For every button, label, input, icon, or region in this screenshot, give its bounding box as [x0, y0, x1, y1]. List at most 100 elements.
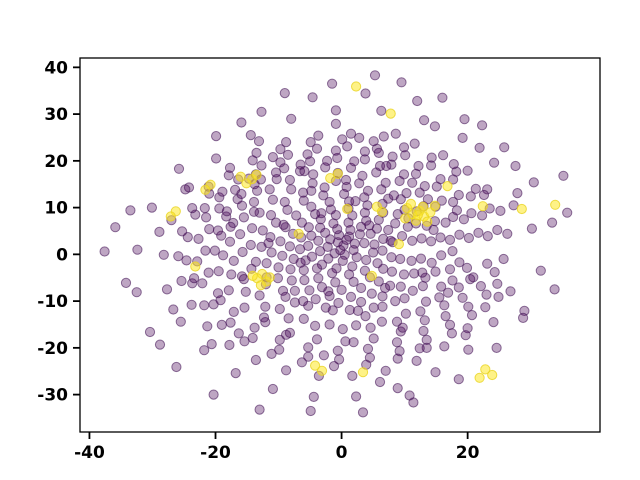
scatter-point: [437, 92, 448, 103]
scatter-point: [465, 191, 476, 202]
scatter-point: [473, 227, 484, 238]
scatter-point: [125, 205, 136, 216]
scatter-point: [470, 183, 481, 194]
scatter-point: [319, 182, 330, 193]
scatter-point: [235, 171, 246, 182]
scatter-point: [434, 292, 445, 303]
scatter-point: [186, 299, 197, 310]
scatter-point: [376, 316, 387, 327]
scatter-point: [397, 322, 408, 333]
scatter-point: [436, 195, 447, 206]
scatter-point: [302, 149, 313, 160]
scatter-point: [120, 277, 132, 288]
scatter-point: [263, 238, 274, 249]
scatter-point: [419, 115, 430, 126]
scatter-point: [177, 226, 188, 237]
scatter-point: [255, 280, 266, 291]
scatter-point: [267, 383, 278, 395]
scatter-point: [266, 348, 277, 359]
scatter-point: [223, 285, 234, 296]
scatter-point: [406, 255, 417, 266]
scatter-point: [460, 330, 471, 341]
scatter-point: [349, 156, 360, 167]
scatter-point: [173, 163, 185, 174]
scatter-point: [335, 245, 346, 256]
scatter-point: [261, 258, 272, 269]
scatter-point: [378, 233, 389, 244]
scatter-point: [478, 189, 490, 201]
y-tick-label: -20: [37, 339, 68, 359]
scatter-point: [224, 236, 236, 247]
scatter-point: [366, 288, 377, 299]
y-tick-label: 40: [44, 58, 68, 78]
scatter-point: [330, 118, 341, 130]
scatter-point: [419, 181, 430, 192]
scatter-point: [327, 268, 338, 279]
scatter-point: [318, 350, 329, 361]
scatter-point: [508, 200, 519, 211]
scatter-point: [218, 250, 229, 261]
scatter-point: [165, 211, 176, 222]
scatter-point: [281, 137, 292, 148]
scatter-point: [404, 390, 415, 401]
scatter-point: [400, 308, 411, 319]
scatter-point: [187, 203, 198, 214]
scatter-point: [250, 354, 261, 366]
scatter-point: [435, 232, 446, 243]
scatter-point: [341, 234, 352, 245]
scatter-point: [495, 205, 506, 216]
scatter-point: [248, 196, 260, 208]
scatter-point: [430, 266, 441, 277]
scatter-point: [374, 376, 386, 388]
scatter-point: [401, 188, 412, 199]
series-cluster-purple: [99, 70, 573, 418]
scatter-point: [303, 300, 314, 311]
scatter-point: [481, 289, 492, 300]
scatter-point: [407, 235, 418, 246]
scatter-point: [373, 276, 384, 287]
scatter-point: [303, 351, 314, 362]
scatter-point: [291, 210, 302, 221]
scatter-point: [284, 174, 295, 186]
scatter-point: [332, 168, 343, 179]
scatter-point: [260, 301, 271, 312]
scatter-point: [366, 270, 377, 281]
scatter-point: [377, 245, 388, 256]
scatter-point: [248, 206, 260, 217]
scatter-point: [518, 312, 529, 323]
scatter-point: [283, 313, 294, 324]
scatter-point: [221, 211, 232, 222]
scatter-point: [313, 235, 324, 246]
y-tick-label: -10: [37, 292, 68, 312]
scatter-point: [505, 286, 516, 297]
scatter-point: [446, 328, 457, 339]
scatter-point: [421, 334, 432, 345]
scatter-point: [333, 297, 344, 309]
scatter-point: [480, 364, 491, 375]
scatter-point: [380, 282, 391, 294]
scatter-point: [392, 383, 403, 394]
scatter-point: [247, 270, 258, 281]
scatter-point: [388, 190, 399, 201]
scatter-point: [279, 196, 290, 208]
scatter-point: [249, 322, 260, 333]
scatter-point: [492, 224, 503, 236]
scatter-point: [337, 255, 348, 266]
scatter-point: [305, 405, 316, 417]
scatter-point: [391, 337, 403, 348]
scatter-point: [110, 222, 121, 233]
scatter-point: [199, 345, 210, 356]
scatter-point: [474, 372, 485, 383]
axes-spines: [79, 57, 601, 433]
scatter-point: [327, 78, 338, 89]
scatter-point: [237, 246, 248, 258]
scatter-point: [342, 203, 353, 215]
scatter-point: [465, 274, 476, 285]
scatter-point: [256, 160, 267, 171]
scatter-point: [420, 296, 432, 307]
scatter-point: [154, 226, 165, 237]
scatter-point: [173, 251, 184, 262]
x-tick-label: -20: [200, 443, 231, 463]
scatter-point: [417, 267, 428, 278]
